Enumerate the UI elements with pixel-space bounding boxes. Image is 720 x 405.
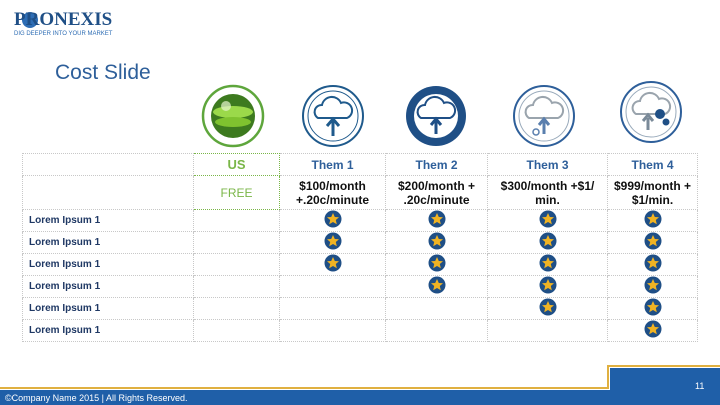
cell xyxy=(193,253,280,276)
cell xyxy=(385,319,488,342)
cell xyxy=(193,297,280,320)
logo-tagline: DIG DEEPER INTO YOUR MARKET xyxy=(14,31,113,37)
us-icon xyxy=(201,84,265,148)
row-label: Lorem Ipsum 1 xyxy=(22,297,194,320)
price-row: FREE $100/month +.20c/minute $200/month + … xyxy=(22,175,698,210)
cell xyxy=(193,231,280,254)
column-header: Them 2 xyxy=(385,153,488,176)
row-label: Lorem Ipsum 1 xyxy=(22,253,194,276)
cell xyxy=(279,253,386,276)
data-row: Lorem Ipsum 1 xyxy=(22,275,698,298)
data-row: Lorem Ipsum 1 xyxy=(22,231,698,254)
cell xyxy=(279,319,386,342)
cell xyxy=(487,231,608,254)
logo-name: PRONEXIS xyxy=(14,9,112,30)
data-row: Lorem Ipsum 1 xyxy=(22,209,698,232)
cell xyxy=(279,297,386,320)
cell xyxy=(487,209,608,232)
star xyxy=(539,232,557,250)
price-cell: $999/month + $1/min. xyxy=(607,175,698,210)
cell xyxy=(607,253,698,276)
cell xyxy=(193,209,280,232)
star xyxy=(539,298,557,316)
price-cell: FREE xyxy=(193,175,280,210)
data-row: Lorem Ipsum 1 xyxy=(22,319,698,342)
row-label: Lorem Ipsum 1 xyxy=(22,319,194,342)
price-cell: $200/month + .20c/minute xyxy=(385,175,488,210)
star xyxy=(644,254,662,272)
cloud-icon xyxy=(620,81,682,143)
cell xyxy=(193,319,280,342)
cell xyxy=(279,209,386,232)
cell xyxy=(607,209,698,232)
cell xyxy=(607,319,698,342)
star xyxy=(644,320,662,338)
star xyxy=(428,276,446,294)
data-row: Lorem Ipsum 1 xyxy=(22,297,698,320)
price-cell: $100/month +.20c/minute xyxy=(279,175,386,210)
star xyxy=(644,298,662,316)
star xyxy=(324,254,342,272)
logo-mark xyxy=(22,12,38,28)
corner-cell xyxy=(22,153,194,176)
star xyxy=(428,210,446,228)
cost-table: US Them 1 Them 2 Them 3 Them 4 FREE $100/month… xyxy=(22,153,698,342)
row-label: Lorem Ipsum 1 xyxy=(22,231,194,254)
cloud-icon xyxy=(302,85,364,147)
cell xyxy=(279,275,386,298)
cell xyxy=(385,209,488,232)
data-row: Lorem Ipsum 1 xyxy=(22,253,698,276)
cell xyxy=(607,275,698,298)
cell xyxy=(385,297,488,320)
column-header: Them 3 xyxy=(487,153,608,176)
star xyxy=(324,210,342,228)
cell xyxy=(607,231,698,254)
cell xyxy=(487,319,608,342)
cell xyxy=(385,253,488,276)
footer-bar xyxy=(0,368,720,405)
column-header: Them 4 xyxy=(607,153,698,176)
row-label: Lorem Ipsum 1 xyxy=(22,275,194,298)
column-header: Them 1 xyxy=(279,153,386,176)
column-header: US xyxy=(193,153,280,176)
page-number: 11 xyxy=(695,381,704,391)
star xyxy=(428,232,446,250)
cell xyxy=(487,253,608,276)
corner-cell xyxy=(22,175,194,210)
cell xyxy=(279,231,386,254)
cell xyxy=(385,231,488,254)
star xyxy=(324,232,342,250)
star xyxy=(539,210,557,228)
cell xyxy=(487,275,608,298)
footer-line xyxy=(0,365,720,389)
star xyxy=(644,232,662,250)
star xyxy=(539,254,557,272)
cloud-icon xyxy=(406,86,466,146)
cloud-icon xyxy=(513,85,575,147)
slide-title: Cost Slide xyxy=(55,61,151,84)
row-label: Lorem Ipsum 1 xyxy=(22,209,194,232)
star xyxy=(644,276,662,294)
star xyxy=(644,210,662,228)
star xyxy=(428,254,446,272)
header-row: US Them 1 Them 2 Them 3 Them 4 xyxy=(22,153,698,176)
copyright: ©Company Name 2015 | All Rights Reserved… xyxy=(5,393,188,403)
price-cell: $300/month +$1/ min. xyxy=(487,175,608,210)
cell xyxy=(607,297,698,320)
cell xyxy=(487,297,608,320)
cell xyxy=(193,275,280,298)
star xyxy=(539,276,557,294)
cell xyxy=(385,275,488,298)
